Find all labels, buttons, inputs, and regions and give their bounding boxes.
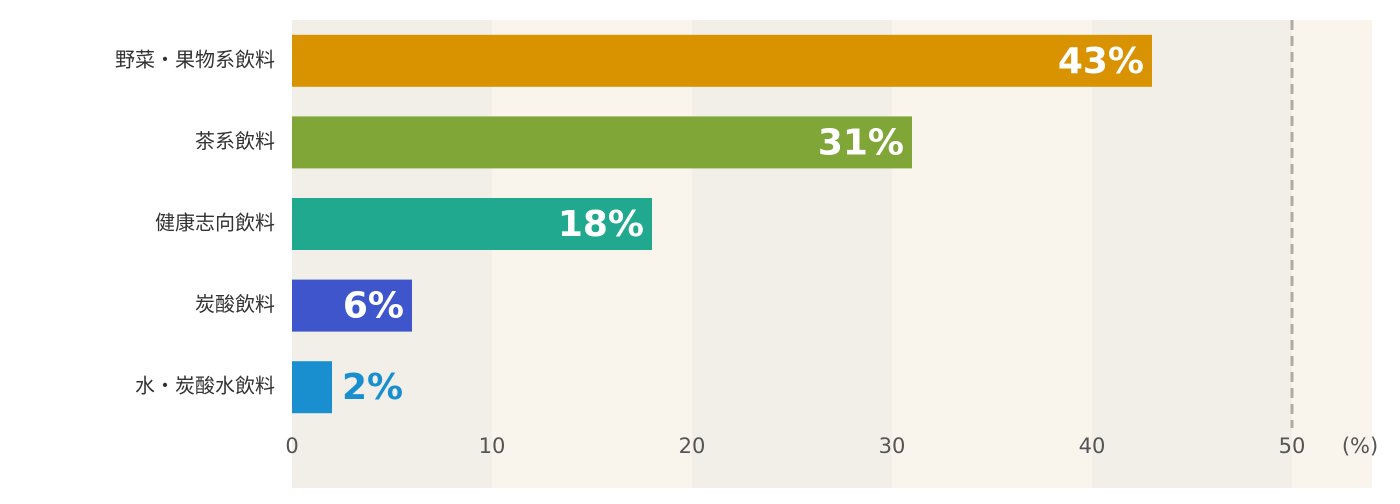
x-unit: (%)	[1342, 434, 1378, 458]
bar	[292, 198, 652, 250]
value-label: 6%	[343, 286, 404, 327]
y-tick-label: 野菜・果物系飲料	[115, 47, 275, 71]
bar	[292, 361, 332, 414]
bar	[292, 34, 1152, 87]
x-tick-label: 40	[1079, 434, 1106, 458]
x-tick-label: 50	[1279, 434, 1306, 458]
x-tick-label: 30	[879, 434, 906, 458]
value-label: 31%	[818, 122, 904, 163]
band	[892, 20, 1092, 488]
value-label: 43%	[1058, 41, 1144, 82]
band	[1292, 20, 1372, 488]
band	[1092, 20, 1292, 488]
x-tick-label: 10	[479, 434, 506, 458]
y-tick-label: 健康志向飲料	[155, 211, 275, 235]
bar	[292, 116, 912, 169]
y-tick-label: 水・炭酸水飲料	[135, 374, 275, 398]
value-label: 18%	[558, 204, 644, 245]
band	[692, 20, 892, 488]
bar	[292, 279, 412, 332]
band	[292, 20, 492, 488]
x-tick-label: 0	[285, 434, 298, 458]
band	[492, 20, 692, 488]
x-tick-label: 20	[679, 434, 706, 458]
value-label: 2%	[342, 367, 403, 408]
y-tick-label: 炭酸飲料	[195, 292, 275, 316]
y-tick-label: 茶系飲料	[195, 129, 275, 153]
